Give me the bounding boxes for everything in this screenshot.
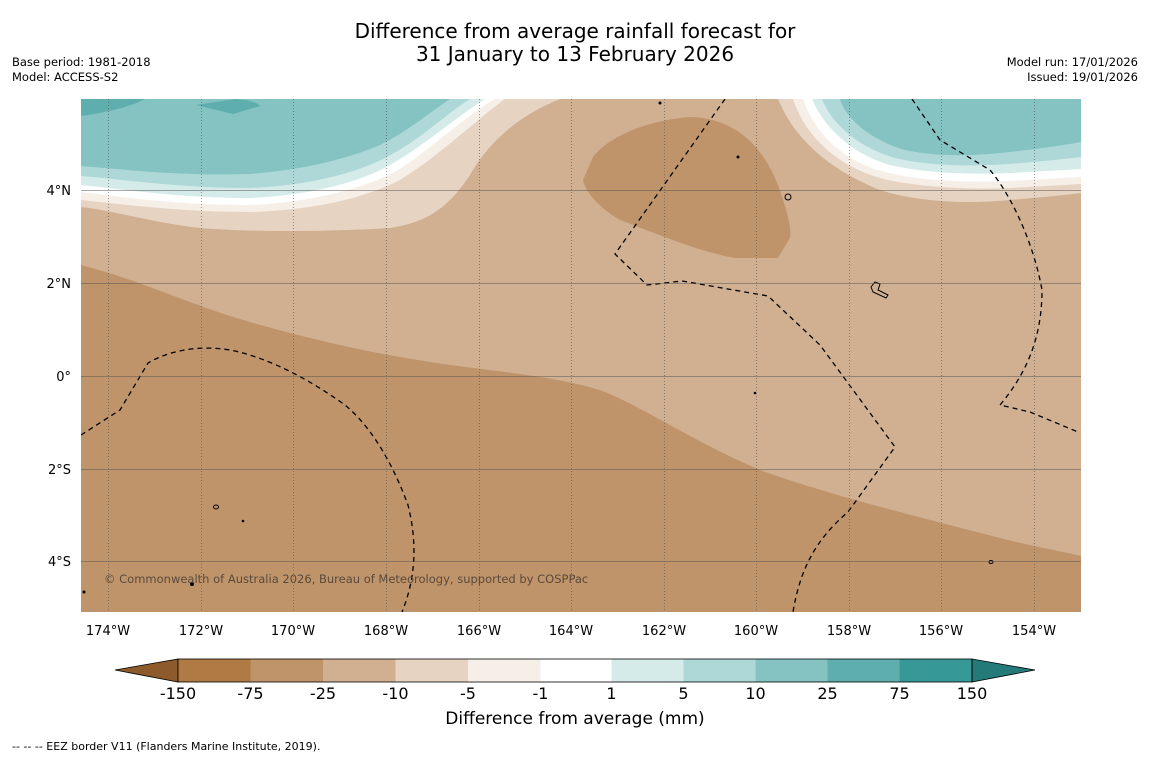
island-d xyxy=(988,560,994,564)
band-plus10-plus25-west xyxy=(81,99,450,175)
colorbar-bin xyxy=(178,659,251,682)
lon-label: 164°W xyxy=(549,624,593,639)
colorbar-bin xyxy=(899,659,972,682)
band-minus75-minus25-south xyxy=(81,265,1081,612)
island-f xyxy=(736,155,740,159)
island-b xyxy=(870,281,889,299)
lon-label: 166°W xyxy=(457,624,501,639)
eez-footnote: -- -- -- EEZ border V11 (Flanders Marine… xyxy=(12,740,321,753)
colorbar-tick: -1 xyxy=(533,684,549,703)
colorbar-label: Difference from average (mm) xyxy=(445,709,705,729)
base-period: Base period: 1981-2018 xyxy=(12,55,151,69)
eez-border-central xyxy=(614,99,896,612)
title-line-1: Difference from average rainfall forecas… xyxy=(354,19,796,43)
colorbar-bin xyxy=(755,659,828,682)
lon-label: 174°W xyxy=(86,624,130,639)
lat-label: 2°N xyxy=(47,277,72,292)
model-run: Model run: 17/01/2026 xyxy=(1006,55,1138,69)
lon-label: 170°W xyxy=(271,624,315,639)
colorbar-bin xyxy=(827,659,900,682)
eez-border-west xyxy=(81,347,415,612)
title-line-2: 31 January to 13 February 2026 xyxy=(415,42,735,66)
colorbar-tick: -25 xyxy=(310,684,336,703)
island-h xyxy=(241,519,245,523)
colorbar-bin xyxy=(540,659,612,682)
colorbar-tick: -150 xyxy=(160,684,196,703)
island-i xyxy=(190,582,194,586)
band-plus10-plus25-east xyxy=(840,99,1081,156)
colorbar-tick: 10 xyxy=(745,684,765,703)
lon-label: 168°W xyxy=(364,624,408,639)
lon-label: 172°W xyxy=(179,624,223,639)
meta-left: Base period: 1981-2018 Model: ACCESS-S2 xyxy=(12,55,151,85)
colorbar-bin xyxy=(250,659,323,682)
lat-label: 4°S xyxy=(48,555,71,570)
island-e xyxy=(658,101,662,105)
graticule xyxy=(81,190,1081,562)
band-plus25-plus75-west-b xyxy=(196,99,260,114)
lon-label: 156°W xyxy=(919,624,963,639)
rainfall-map: © Commonwealth of Australia 2026, Bureau… xyxy=(81,99,1081,612)
colorbar-bin xyxy=(611,659,684,682)
island-j xyxy=(82,590,86,594)
band-minus75-minus25-north xyxy=(583,117,791,258)
colorbar: -150 -75 -25 -10 -5 -1 1 5 10 25 75 150 xyxy=(114,658,1036,703)
lat-label: 4°N xyxy=(47,184,72,199)
colorbar-bin xyxy=(468,659,541,682)
lat-labels: 4°N 2°N 0° 2°S 4°S xyxy=(47,184,72,570)
colorbar-tick: 1 xyxy=(606,684,616,703)
colorbar-tick: 75 xyxy=(889,684,909,703)
colorbar-frame xyxy=(177,658,973,683)
meta-right: Model run: 17/01/2026 Issued: 19/01/2026 xyxy=(1007,55,1138,85)
map-title: Difference from average rainfall forecas… xyxy=(0,20,1150,66)
island-a xyxy=(784,193,792,201)
lon-label: 158°W xyxy=(827,624,871,639)
colorbar-bin xyxy=(683,659,756,682)
colorbar-tick: 150 xyxy=(957,684,988,703)
colorbar-extend-low xyxy=(114,658,179,683)
colorbar-tick: 5 xyxy=(678,684,688,703)
lon-label: 160°W xyxy=(734,624,778,639)
colorbar-extend-high xyxy=(971,658,1036,683)
lon-label: 162°W xyxy=(642,624,686,639)
islands xyxy=(82,101,994,594)
colorbar-tick: -10 xyxy=(382,684,408,703)
colorbar-ticks: -150 -75 -25 -10 -5 -1 1 5 10 25 75 150 xyxy=(160,684,987,703)
island-g xyxy=(753,391,757,395)
colorbar-tick: -75 xyxy=(237,684,263,703)
lat-label: 0° xyxy=(56,370,71,385)
lon-labels: 174°W 172°W 170°W 168°W 166°W 164°W 162°… xyxy=(86,624,1056,639)
island-c xyxy=(213,504,219,510)
eez-border-east xyxy=(911,99,1079,433)
colorbar-tick: 25 xyxy=(817,684,837,703)
band-plus25-plus75-west-a xyxy=(81,99,145,116)
colorbar-bin xyxy=(395,659,468,682)
model-name: Model: ACCESS-S2 xyxy=(12,70,119,84)
lon-label: 154°W xyxy=(1012,624,1056,639)
eez-borders xyxy=(81,99,1079,612)
lat-label: 2°S xyxy=(48,463,71,478)
colorbar-tick: -5 xyxy=(460,684,476,703)
colorbar-bin xyxy=(323,659,396,682)
issued-date: Issued: 19/01/2026 xyxy=(1027,70,1138,84)
copyright-text: © Commonwealth of Australia 2026, Bureau… xyxy=(104,572,588,586)
